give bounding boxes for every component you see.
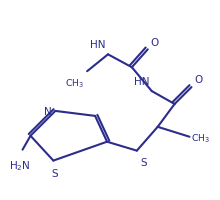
Text: O: O xyxy=(151,38,159,48)
Text: CH$_3$: CH$_3$ xyxy=(191,132,211,144)
Text: H$_2$N: H$_2$N xyxy=(9,159,30,173)
Text: N: N xyxy=(44,106,51,116)
Text: S: S xyxy=(51,168,58,178)
Text: HN: HN xyxy=(134,77,150,87)
Text: CH$_3$: CH$_3$ xyxy=(65,77,84,89)
Text: HN: HN xyxy=(90,40,105,50)
Text: S: S xyxy=(141,157,147,167)
Text: O: O xyxy=(194,75,203,85)
